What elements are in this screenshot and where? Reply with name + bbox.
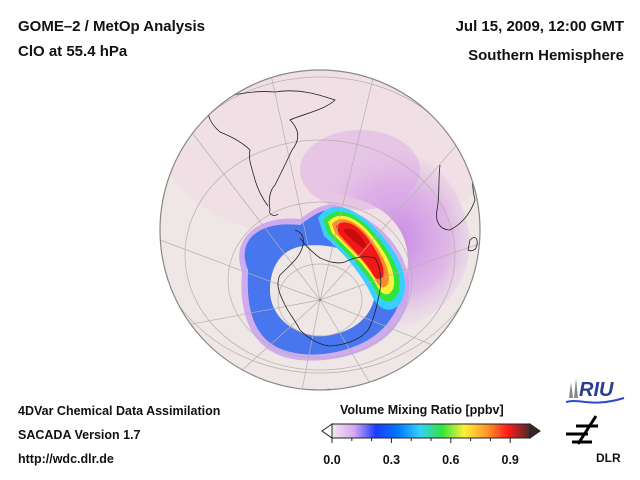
footer-version: SACADA Version 1.7 [18, 428, 141, 442]
clo-streak-red [336, 222, 384, 280]
datetime-label: Jul 15, 2009, 12:00 GMT [455, 18, 624, 35]
globe-map [159, 69, 481, 391]
colorbar-tick-label: 0.9 [501, 453, 519, 467]
riu-logo: RIU [566, 378, 625, 404]
colorbar-tick-label: 0.0 [323, 453, 341, 467]
colorbar-title: Volume Mixing Ratio [ppbv] [340, 403, 504, 417]
purple-halo-upper [300, 130, 420, 210]
footer-url[interactable]: http://wdc.dlr.de [18, 452, 114, 466]
colorbar-max-extend [529, 423, 541, 439]
purple-halo-region [300, 148, 470, 330]
colorbar-tick-label: 0.6 [442, 453, 460, 467]
south-pole-marker [318, 298, 322, 302]
dlr-logo [566, 415, 598, 445]
riu-wave-icon [566, 397, 625, 404]
colorbar-tick-label: 0.3 [382, 453, 401, 467]
colorbar-min-extend [321, 423, 333, 439]
dlr-emblem-icon [566, 415, 598, 445]
map-title: GOME–2 / MetOp Analysis [18, 18, 205, 35]
madagascar-coast [467, 237, 478, 252]
south-america-coast [207, 90, 336, 216]
riu-logo-text: RIU [579, 379, 614, 401]
dlr-logo-text: DLR [596, 451, 621, 465]
clo-core-darkred [343, 228, 366, 248]
footer-assimilation: 4DVar Chemical Data Assimilation [18, 404, 221, 418]
riu-cathedral-icon [569, 378, 578, 398]
map-subtitle: ClO at 55.4 hPa [18, 43, 128, 60]
colorbar [321, 423, 541, 443]
hemisphere-label: Southern Hemisphere [468, 47, 624, 64]
globe-outline [159, 69, 481, 391]
antarctica-coast [277, 229, 382, 347]
colorbar-gradient [331, 423, 531, 439]
